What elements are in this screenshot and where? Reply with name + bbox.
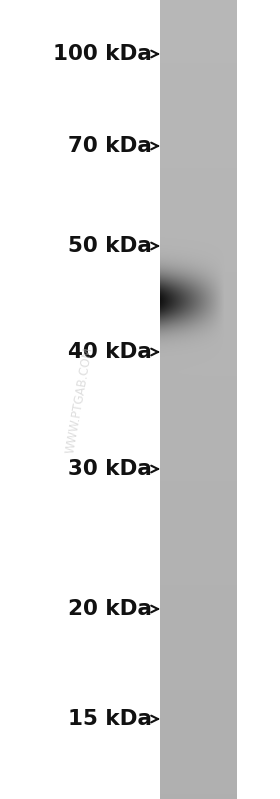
Text: 40 kDa: 40 kDa — [68, 342, 152, 362]
Text: 20 kDa: 20 kDa — [68, 599, 152, 619]
Text: 100 kDa: 100 kDa — [53, 44, 152, 64]
Text: 50 kDa: 50 kDa — [68, 236, 152, 256]
Text: WWW.PTGAB.COM: WWW.PTGAB.COM — [64, 346, 96, 455]
Text: 30 kDa: 30 kDa — [68, 459, 152, 479]
Text: 70 kDa: 70 kDa — [68, 136, 152, 156]
Text: 15 kDa: 15 kDa — [68, 709, 152, 729]
